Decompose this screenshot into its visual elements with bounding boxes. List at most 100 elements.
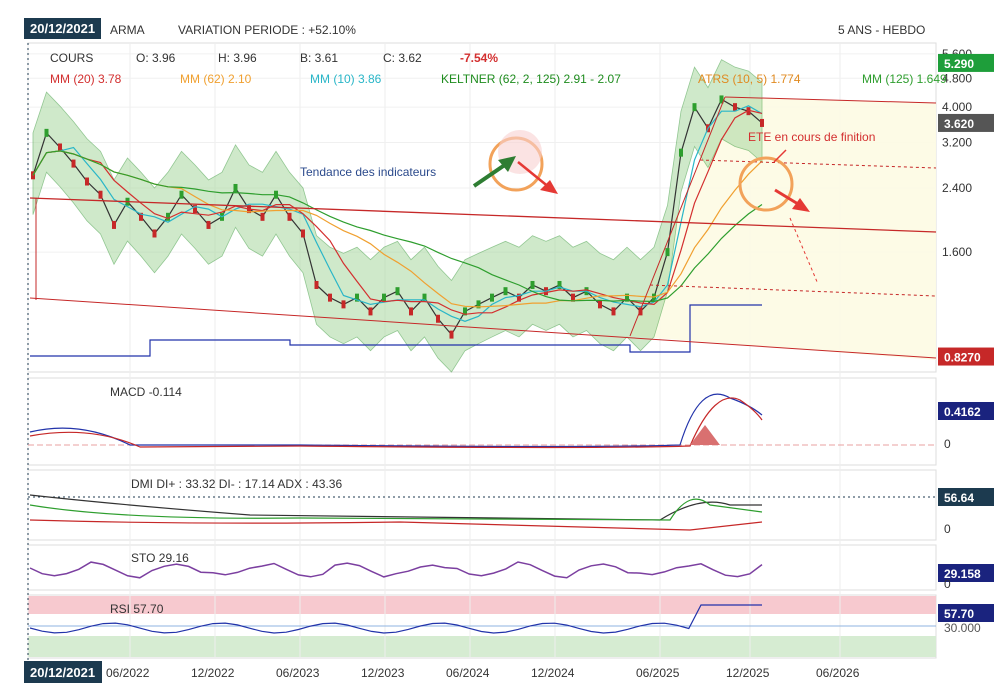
candle-28 [409,307,413,316]
rsi-label: RSI 57.70 [110,602,164,616]
price-badge-0 [938,53,994,72]
candle-34 [490,293,494,302]
macd-panel [27,377,937,466]
header-date-badge: 20/12/2021 [24,18,102,39]
dmi-adx-line [29,494,762,521]
indicator-mm125: MM (125) 1.649 [862,72,947,86]
candle-47 [665,248,670,257]
sto-value: 29.16 [158,551,189,565]
indicator-atrs: ATRS (10, 5) 1.774 [698,72,801,86]
dmi-plus-line [29,498,763,521]
candle-43 [611,307,616,316]
dmi-zero-label: 0 [944,522,951,536]
candle-52 [733,103,737,112]
x-label-3: 06/2023 [276,666,320,680]
atrs-line [30,304,762,357]
candle-15 [233,183,238,192]
candle-19 [287,212,292,221]
candle-29 [422,293,427,302]
x-label-4: 12/2023 [361,666,405,680]
y-tick-3: 4.000 [942,100,972,114]
dmi-panel [27,469,937,541]
indicator-keltner: KELTNER (62, 2, 125) 2.91 - 2.07 [441,72,621,86]
candle-20 [301,229,305,238]
macd-value: -0.114 [148,385,182,399]
indicator-mm10: MM (10) 3.86 [310,72,382,86]
candle-37 [530,280,535,289]
candle-21 [314,280,319,289]
ohlc-open: O: 3.96 [136,51,176,65]
sto-label: STO 29.16 [131,551,189,565]
candle-0 [31,171,35,180]
y-tick-0: 1.600 [942,245,972,259]
candle-27 [395,287,400,296]
candle-13 [206,220,211,229]
macd-badge-text: 0.4162 [944,405,981,419]
indicator-mm62: MM (62) 2.10 [180,72,252,86]
macd-zero-label: 0 [944,437,951,451]
candle-48 [679,148,683,157]
candle-44 [625,293,629,302]
y-tick-2: 3.200 [942,135,972,149]
candle-31 [449,330,454,339]
candle-45 [638,307,643,316]
x-label-5: 06/2024 [446,666,490,680]
candle-40 [571,293,575,302]
ohlc-change: -7.54% [460,51,499,65]
candle-35 [503,287,508,296]
sto-panel [27,544,937,591]
candle-25 [368,307,373,316]
macd-label: MACD -0.114 [110,385,182,399]
green-arrowhead [498,156,516,172]
x-label-6: 12/2024 [531,666,575,680]
candle-3 [71,159,76,168]
ete-circle [738,156,794,212]
dmi-badge [938,488,994,506]
support-line [29,297,937,359]
ma20-line [32,109,763,315]
candle-42 [598,300,602,309]
y-tick-1: 2.400 [942,181,972,195]
x-label-7: 06/2025 [636,666,680,680]
candle-5 [98,190,103,199]
price-badge-text-2: 0.8270 [944,351,981,365]
candle-33 [476,300,481,309]
instrument-name: ARMA [110,23,145,37]
candle-24 [355,293,359,302]
macd-signal [29,397,763,449]
candle-1 [44,128,49,137]
candle-49 [692,103,697,112]
price-badge-text-0: 5.290 [944,57,974,71]
candle-54 [760,118,764,127]
red-arrow [517,161,551,189]
candle-12 [193,205,197,214]
dmi-minus-line [29,519,763,531]
annotation-ete: ETE en cours de finition [748,130,876,144]
x-label-8: 12/2025 [726,666,770,680]
channel-top [724,96,937,104]
sto-badge-text: 29.158 [944,567,981,581]
candle-30 [436,314,440,323]
price-badge-2 [938,347,994,366]
ohlc-close: C: 3.62 [383,51,422,65]
rsi-line [29,604,762,634]
candle-32 [463,307,467,316]
x-label-9: 06/2026 [816,666,860,680]
dmi-badge-text: 56.64 [944,491,974,505]
candle-23 [341,300,346,309]
x-label-1: 06/2022 [106,666,150,680]
dmi-label: DMI DI+ : 33.32 DI- : 17.14 ADX : 43.36 [131,477,343,491]
rsi-oversold-band [28,636,936,657]
channel-left [629,96,726,337]
candle-36 [517,293,521,302]
ete-pointer [773,149,787,163]
sto-zero-label: 0 [944,577,951,591]
rsi-value: 57.70 [133,602,164,616]
x-label-2: 12/2022 [191,666,235,680]
candle-2 [58,143,62,152]
candle-8 [139,212,143,221]
candle-4 [85,177,89,186]
annotation-trend: Tendance des indicateurs [300,165,437,179]
rsi-badge [938,604,994,622]
sto-badge [938,564,994,582]
